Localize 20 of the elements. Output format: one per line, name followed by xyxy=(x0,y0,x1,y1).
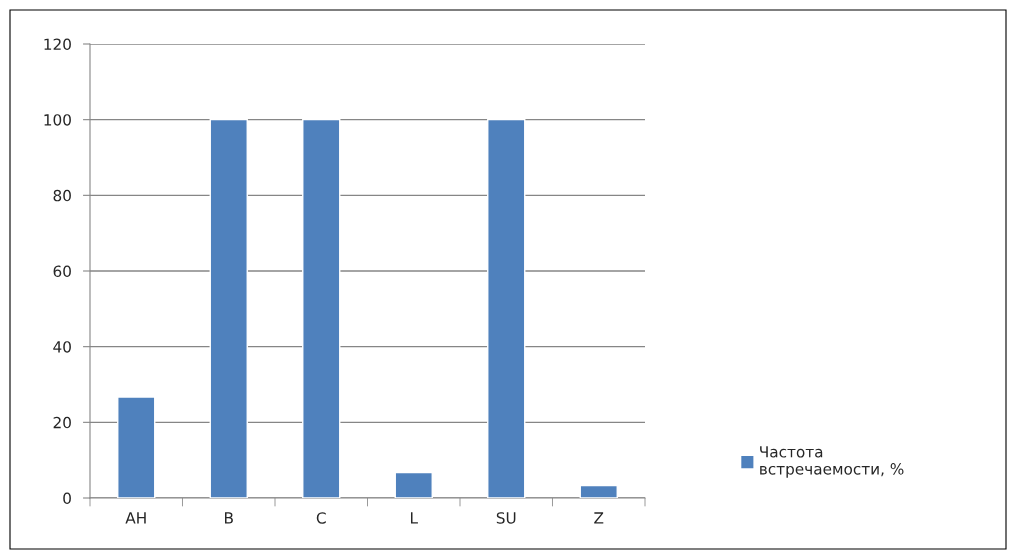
x-tick-label: L xyxy=(410,512,418,524)
y-tick-label: 0 xyxy=(63,492,71,505)
y-tick-label: 60 xyxy=(53,265,71,278)
x-tick-label: B xyxy=(225,512,233,524)
bar xyxy=(302,118,341,498)
bar xyxy=(117,396,156,498)
x-tick-label: SU xyxy=(496,512,516,524)
bar xyxy=(487,118,526,498)
x-tick-label: Z xyxy=(594,512,604,524)
y-tick-label: 120 xyxy=(44,38,71,51)
y-tick-label: 100 xyxy=(44,114,71,126)
y-tick-label: 20 xyxy=(53,416,71,429)
legend-label: Частота встречаемости, % xyxy=(760,446,904,478)
y-tick-label: 80 xyxy=(53,189,71,202)
bar xyxy=(579,484,618,498)
x-tick-label: AH xyxy=(125,512,146,524)
bar xyxy=(394,471,433,498)
x-tick-label: C xyxy=(316,512,326,524)
bar xyxy=(209,118,248,498)
y-tick-label: 40 xyxy=(53,341,71,353)
